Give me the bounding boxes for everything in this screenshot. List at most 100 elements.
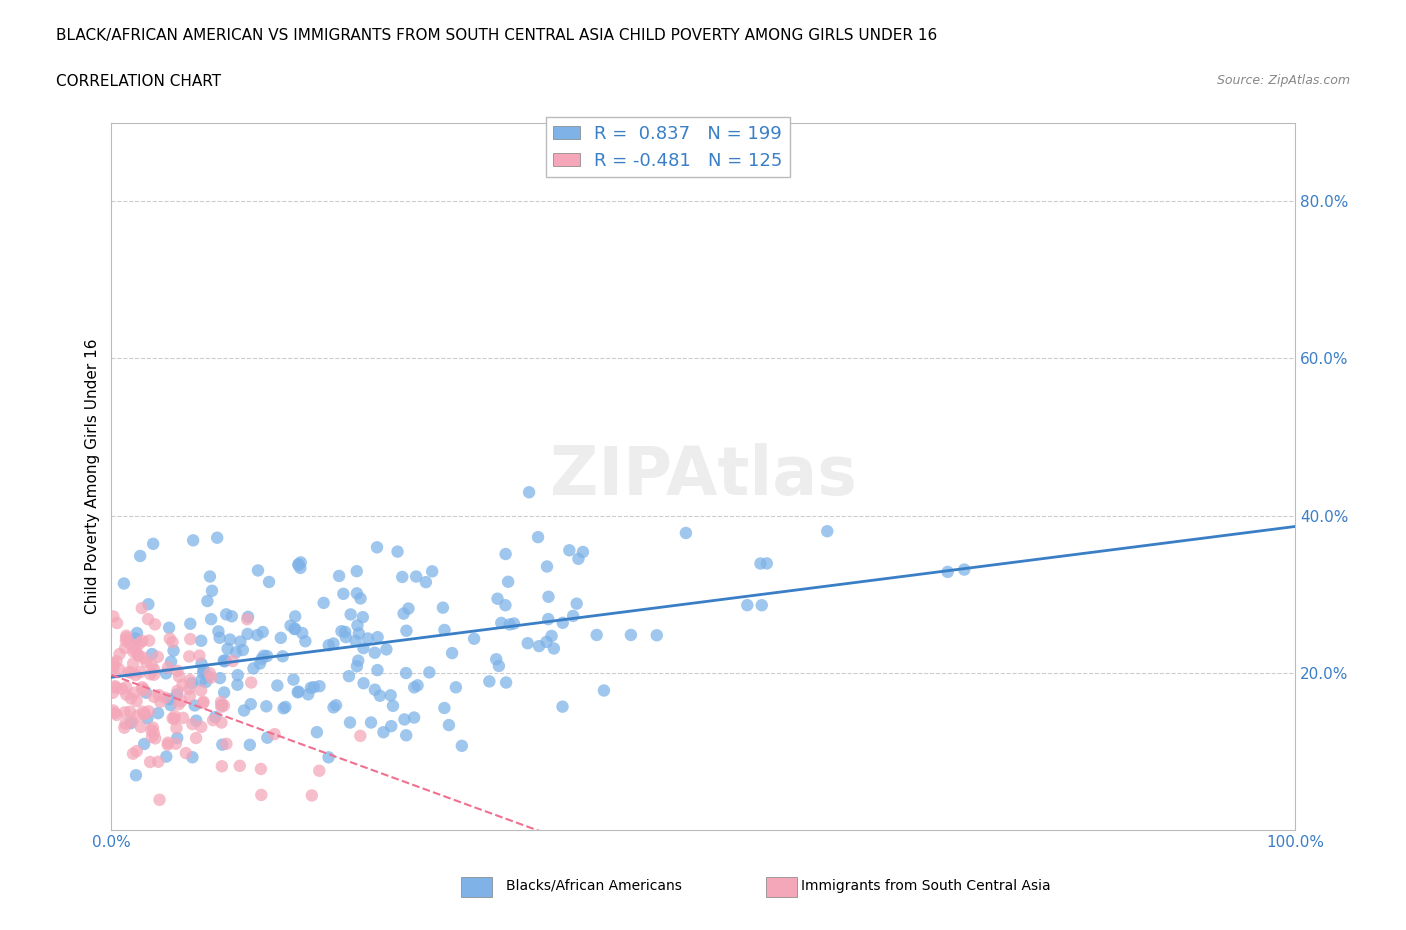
Point xyxy=(179,688,201,703)
Point xyxy=(527,639,550,654)
Point xyxy=(122,746,145,761)
Point xyxy=(572,545,595,560)
Point xyxy=(450,738,472,753)
Point xyxy=(253,648,276,663)
Point xyxy=(444,680,467,695)
Point xyxy=(221,654,243,669)
Point xyxy=(322,700,344,715)
Point xyxy=(112,576,135,591)
Point xyxy=(239,697,262,711)
Point xyxy=(125,744,148,759)
Point xyxy=(488,658,510,673)
Point xyxy=(180,676,202,691)
Text: Source: ZipAtlas.com: Source: ZipAtlas.com xyxy=(1216,74,1350,87)
Point xyxy=(190,657,212,671)
Point xyxy=(129,665,152,680)
Point xyxy=(233,703,256,718)
Point xyxy=(347,626,370,641)
Point xyxy=(131,633,153,648)
Point xyxy=(202,712,225,727)
Point xyxy=(256,648,278,663)
Point xyxy=(159,692,181,707)
Point xyxy=(172,711,194,725)
Point xyxy=(236,612,259,627)
Point xyxy=(339,607,361,622)
Point xyxy=(322,636,344,651)
Point xyxy=(494,598,516,613)
Point xyxy=(332,587,354,602)
Point xyxy=(170,694,193,709)
Point xyxy=(114,641,136,656)
Point xyxy=(118,636,141,651)
Point xyxy=(273,701,295,716)
Point xyxy=(395,728,418,743)
Point xyxy=(125,626,148,641)
Point xyxy=(125,644,148,658)
Point xyxy=(211,698,233,712)
Point xyxy=(136,711,159,726)
Point xyxy=(124,685,146,700)
Point xyxy=(166,687,188,702)
Legend: R =  0.837   N = 199, R = -0.481   N = 125: R = 0.837 N = 199, R = -0.481 N = 125 xyxy=(546,117,790,177)
Point xyxy=(395,623,418,638)
Point xyxy=(179,617,201,631)
Point xyxy=(250,788,273,803)
Point xyxy=(138,633,160,648)
Point xyxy=(143,617,166,631)
Point xyxy=(159,698,181,712)
Point xyxy=(333,624,356,639)
Point xyxy=(172,677,194,692)
Point xyxy=(129,549,152,564)
Point xyxy=(562,608,585,623)
Point xyxy=(240,675,263,690)
Point xyxy=(366,540,388,555)
Point xyxy=(415,575,437,590)
Point xyxy=(141,729,163,744)
Point xyxy=(749,556,772,571)
Point xyxy=(194,674,217,689)
Point xyxy=(366,663,388,678)
Point xyxy=(287,684,309,699)
Point xyxy=(212,685,235,700)
Point xyxy=(127,647,149,662)
Point xyxy=(392,606,415,621)
Point xyxy=(486,591,509,606)
Point xyxy=(398,601,420,616)
Point xyxy=(120,665,142,680)
Text: Immigrants from South Central Asia: Immigrants from South Central Asia xyxy=(801,879,1052,893)
Point xyxy=(953,562,976,577)
Point xyxy=(368,688,391,703)
Point xyxy=(146,706,169,721)
Point xyxy=(404,680,426,695)
Point xyxy=(193,695,215,710)
Point xyxy=(558,543,581,558)
Point xyxy=(129,720,152,735)
Point xyxy=(585,628,607,643)
Point xyxy=(115,680,138,695)
Point xyxy=(755,556,778,571)
Point xyxy=(645,628,668,643)
Point xyxy=(404,711,426,725)
Point xyxy=(103,609,125,624)
Point xyxy=(287,684,309,699)
Point xyxy=(280,618,302,633)
Point xyxy=(232,643,254,658)
Point xyxy=(148,792,170,807)
Point xyxy=(266,678,288,693)
Point xyxy=(346,618,368,632)
Point xyxy=(815,524,838,538)
Point xyxy=(250,762,273,777)
Point xyxy=(516,636,538,651)
Point xyxy=(283,672,305,687)
Point xyxy=(141,658,163,673)
Point xyxy=(104,679,127,694)
Point xyxy=(162,711,184,725)
Point xyxy=(318,750,340,764)
Point xyxy=(105,680,128,695)
Point xyxy=(131,680,153,695)
Point xyxy=(249,656,271,671)
Point xyxy=(380,688,402,703)
Point xyxy=(134,706,156,721)
Point xyxy=(347,653,370,668)
Point xyxy=(103,658,125,673)
